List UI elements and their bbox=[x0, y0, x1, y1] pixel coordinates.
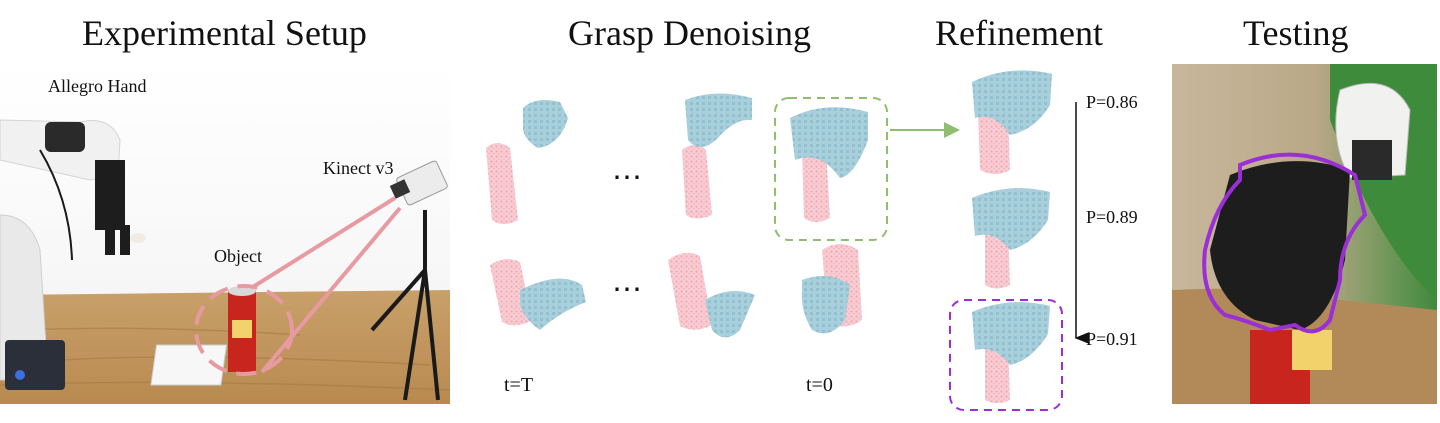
probability-3: P=0.91 bbox=[1086, 329, 1138, 349]
denoise-step-r2-c1 bbox=[490, 259, 586, 330]
point-cloud-object bbox=[490, 259, 532, 326]
denoising-panel bbox=[486, 93, 960, 338]
best-grasp-box bbox=[949, 299, 1063, 411]
ellipsis-row1-text: ⋯ bbox=[612, 161, 642, 194]
refine-candidate-2 bbox=[972, 188, 1050, 289]
label-kinect: Kinect v3 bbox=[323, 158, 394, 178]
denoise-step-r2-c3 bbox=[801, 244, 862, 334]
hand-mesh bbox=[801, 276, 850, 334]
point-cloud-object bbox=[486, 143, 518, 224]
selected-grasp-box bbox=[774, 97, 888, 241]
label-object: Object bbox=[214, 246, 262, 266]
label-allegro-hand: Allegro Hand bbox=[48, 76, 147, 96]
object-highlight-ellipse bbox=[194, 284, 294, 376]
denoise-step-r1-c3-selected bbox=[774, 97, 888, 241]
hand-mesh bbox=[705, 291, 755, 338]
title-grasp-denoising: Grasp Denoising bbox=[568, 13, 811, 53]
point-cloud-object bbox=[668, 252, 712, 330]
denoise-step-r1-c1 bbox=[486, 100, 568, 224]
hand-mesh bbox=[790, 107, 868, 178]
camera-view-line-top bbox=[246, 196, 397, 292]
denoise-step-r2-c2 bbox=[668, 252, 755, 338]
allegro-hand bbox=[95, 160, 125, 230]
hand-mesh bbox=[520, 278, 586, 330]
hand-mesh bbox=[523, 100, 568, 148]
refine-candidate-3-selected bbox=[949, 299, 1063, 411]
testing-photo bbox=[1172, 64, 1437, 404]
label-t-end: t=0 bbox=[806, 374, 833, 396]
denoise-step-r1-c2 bbox=[682, 93, 752, 219]
point-cloud-object bbox=[802, 145, 830, 222]
allegro-hand-grasping bbox=[1210, 161, 1350, 330]
label-t-start: t=T bbox=[504, 374, 534, 396]
probability-2: P=0.89 bbox=[1086, 207, 1138, 227]
probability-1: P=0.86 bbox=[1086, 92, 1138, 112]
refine-candidate-1 bbox=[972, 70, 1052, 174]
grasp-outline bbox=[1202, 152, 1368, 334]
kinect-camera bbox=[389, 160, 448, 206]
title-refinement: Refinement bbox=[935, 13, 1103, 53]
hand-mesh bbox=[685, 93, 752, 148]
robot-mount bbox=[5, 340, 65, 390]
title-experimental-setup: Experimental Setup bbox=[82, 13, 367, 53]
ellipsis-row2-text: ⋯ bbox=[612, 273, 642, 306]
title-testing: Testing bbox=[1243, 13, 1349, 53]
tripod bbox=[370, 210, 440, 401]
setup-photo bbox=[0, 62, 451, 404]
refinement-panel bbox=[949, 70, 1090, 411]
point-cloud-object bbox=[682, 145, 712, 219]
camera-view-line-bottom bbox=[260, 206, 402, 374]
